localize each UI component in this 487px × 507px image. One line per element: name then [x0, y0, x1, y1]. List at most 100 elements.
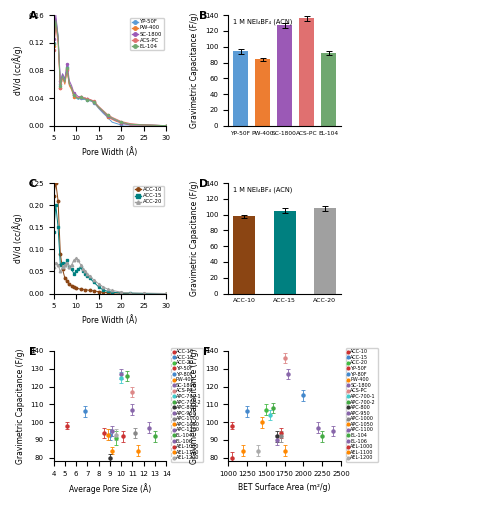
ACC-15 [80, 268, 86, 274]
YP-50F [60, 71, 66, 77]
SC-1800 [118, 120, 124, 126]
SC-1800 [51, 37, 56, 43]
ACS-PC [87, 96, 93, 102]
PW-400 [100, 109, 106, 115]
ACC-15 [118, 290, 124, 296]
ACC-20 [84, 271, 90, 277]
ACS-PC [118, 119, 124, 125]
SC-1800 [73, 92, 79, 98]
ACC-15 [62, 262, 68, 268]
SC-1800 [91, 99, 97, 105]
ACC-15 [82, 271, 88, 277]
SC-1800 [105, 113, 111, 119]
SC-1800 [127, 122, 133, 128]
SC-1800 [75, 94, 81, 100]
ACS-PC [71, 92, 77, 98]
ACC-15 [73, 268, 79, 274]
ACS-PC [51, 47, 56, 53]
YP-50F [73, 95, 79, 101]
ACC-15 [60, 260, 66, 266]
ACC-20 [75, 258, 81, 264]
ACS-PC [75, 95, 81, 101]
YP-50F [71, 92, 77, 98]
X-axis label: Pore Width (Å): Pore Width (Å) [82, 315, 137, 324]
ACC-20 [51, 264, 56, 270]
Y-axis label: Gravimetric Capacitance (F/g): Gravimetric Capacitance (F/g) [190, 180, 200, 296]
EL-104 [71, 92, 77, 98]
X-axis label: Pore Width (Å): Pore Width (Å) [82, 147, 137, 157]
EL-104 [105, 112, 111, 118]
Line: ACC-10: ACC-10 [52, 182, 168, 295]
Bar [321, 53, 336, 126]
ACC-15 [75, 266, 81, 272]
Line: PW-400: PW-400 [53, 21, 168, 127]
PW-400 [51, 43, 56, 49]
Text: B: B [199, 11, 207, 21]
SC-1800 [60, 71, 66, 77]
ACC-20 [60, 264, 66, 270]
SC-1800 [71, 89, 77, 95]
SC-1800 [114, 118, 120, 124]
ACS-PC [84, 96, 90, 102]
ACC-10 [53, 180, 59, 186]
ACC-15 [127, 290, 133, 296]
YP-50F [69, 85, 75, 91]
ACS-PC [141, 122, 147, 128]
ACC-10 [64, 278, 70, 284]
YP-50F [64, 64, 70, 70]
YP-50F [100, 110, 106, 116]
ACS-PC [105, 112, 111, 118]
ACC-10 [57, 250, 63, 257]
ACS-PC [127, 121, 133, 127]
X-axis label: Average Pore Size (Å): Average Pore Size (Å) [69, 483, 151, 493]
Bar [255, 59, 270, 126]
Legend: YP-50F, PW-400, SC-1800, ACS-PC, EL-104: YP-50F, PW-400, SC-1800, ACS-PC, EL-104 [130, 18, 164, 50]
ACC-15 [163, 291, 169, 297]
EL-104 [62, 79, 68, 85]
YP-50F [82, 96, 88, 102]
EL-104 [57, 83, 63, 89]
SC-1800 [64, 60, 70, 66]
YP-50F [84, 97, 90, 103]
ACC-20 [100, 284, 106, 290]
Y-axis label: Gravimetric Capacitance (F/g): Gravimetric Capacitance (F/g) [16, 348, 25, 464]
EL-104 [80, 96, 86, 102]
YP-50F [96, 105, 102, 112]
ACC-20 [91, 277, 97, 283]
PW-400 [66, 83, 72, 89]
ACC-20 [62, 262, 68, 268]
Text: 1 M NEI₄BF₄ (ACN): 1 M NEI₄BF₄ (ACN) [233, 19, 292, 25]
Line: ACC-20: ACC-20 [52, 257, 168, 295]
PW-400 [73, 94, 79, 100]
YP-50F [66, 81, 72, 87]
ACC-20 [105, 286, 111, 292]
YP-50F [91, 100, 97, 106]
PW-400 [127, 122, 133, 128]
ACC-20 [78, 262, 84, 268]
ACS-PC [64, 66, 70, 72]
Line: EL-104: EL-104 [53, 20, 168, 127]
PW-400 [109, 117, 115, 123]
ACC-15 [53, 202, 59, 208]
ACC-10 [100, 289, 106, 295]
ACC-15 [105, 288, 111, 295]
YP-50F [80, 96, 86, 102]
ACS-PC [69, 85, 75, 91]
PW-400 [89, 98, 95, 104]
PW-400 [55, 37, 61, 43]
Legend: ACC-10, ACC-15, ACC-20, YP-50F, YP-80F, PW-400, SC-1800, ACS-PC, APC-700-1, APC-: ACC-10, ACC-15, ACC-20, YP-50F, YP-80F, … [171, 348, 203, 462]
PW-400 [53, 19, 59, 25]
ACC-10 [62, 275, 68, 281]
YP-50F [62, 78, 68, 84]
X-axis label: BET Surface Area (m²/g): BET Surface Area (m²/g) [238, 483, 331, 492]
Y-axis label: Gravimetric Capacitance (F/g): Gravimetric Capacitance (F/g) [190, 348, 200, 464]
EL-104 [163, 123, 169, 129]
ACC-20 [64, 260, 70, 266]
ACC-10 [141, 291, 147, 297]
Bar [233, 216, 256, 294]
ACC-10 [109, 290, 115, 296]
EL-104 [118, 119, 124, 125]
EL-104 [114, 117, 120, 123]
ACC-20 [109, 287, 115, 294]
EL-104 [78, 94, 84, 100]
